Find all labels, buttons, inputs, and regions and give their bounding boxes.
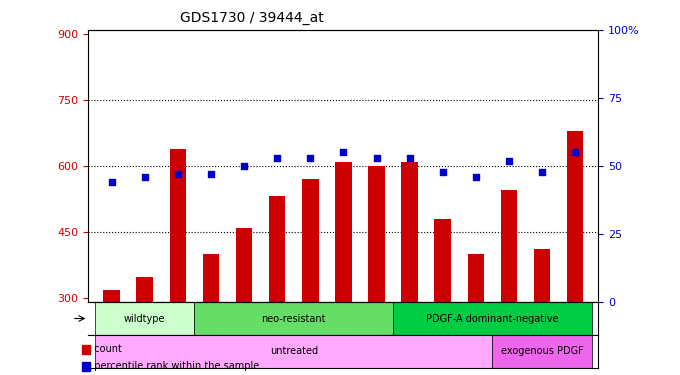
Bar bbox=[95, 302, 194, 335]
Text: exogenous PDGF: exogenous PDGF bbox=[500, 346, 583, 356]
Bar bbox=[435, 219, 451, 375]
Point bbox=[172, 171, 183, 177]
Point bbox=[504, 158, 515, 164]
Point bbox=[437, 168, 448, 174]
Text: PDGF-A dominant-negative: PDGF-A dominant-negative bbox=[426, 314, 559, 324]
Bar bbox=[468, 254, 484, 375]
Point bbox=[272, 155, 283, 161]
Bar bbox=[95, 335, 492, 368]
Bar bbox=[567, 131, 583, 375]
Point bbox=[404, 155, 415, 161]
Bar bbox=[492, 335, 592, 368]
Point bbox=[239, 163, 250, 169]
Bar bbox=[137, 277, 153, 375]
Text: wildtype: wildtype bbox=[124, 314, 165, 324]
Text: untreated: untreated bbox=[270, 346, 318, 356]
Bar bbox=[534, 249, 550, 375]
Text: percentile rank within the sample: percentile rank within the sample bbox=[88, 361, 260, 371]
Point bbox=[371, 155, 382, 161]
Bar bbox=[393, 302, 592, 335]
Bar bbox=[335, 162, 352, 375]
Bar bbox=[500, 190, 517, 375]
Point bbox=[139, 174, 150, 180]
Bar bbox=[302, 179, 318, 375]
Text: neo-resistant: neo-resistant bbox=[262, 314, 326, 324]
Point bbox=[537, 168, 547, 174]
Bar bbox=[194, 302, 393, 335]
Point bbox=[305, 155, 316, 161]
Bar bbox=[269, 196, 286, 375]
Text: GDS1730 / 39444_at: GDS1730 / 39444_at bbox=[180, 11, 324, 25]
Bar bbox=[169, 149, 186, 375]
Bar bbox=[369, 166, 385, 375]
Bar bbox=[203, 254, 219, 375]
Point bbox=[338, 150, 349, 156]
Point bbox=[205, 171, 216, 177]
Bar bbox=[401, 162, 418, 375]
Bar bbox=[236, 228, 252, 375]
Text: count: count bbox=[88, 344, 122, 354]
Point bbox=[471, 174, 481, 180]
Point bbox=[106, 179, 117, 185]
Bar bbox=[103, 290, 120, 375]
Point bbox=[570, 150, 581, 156]
